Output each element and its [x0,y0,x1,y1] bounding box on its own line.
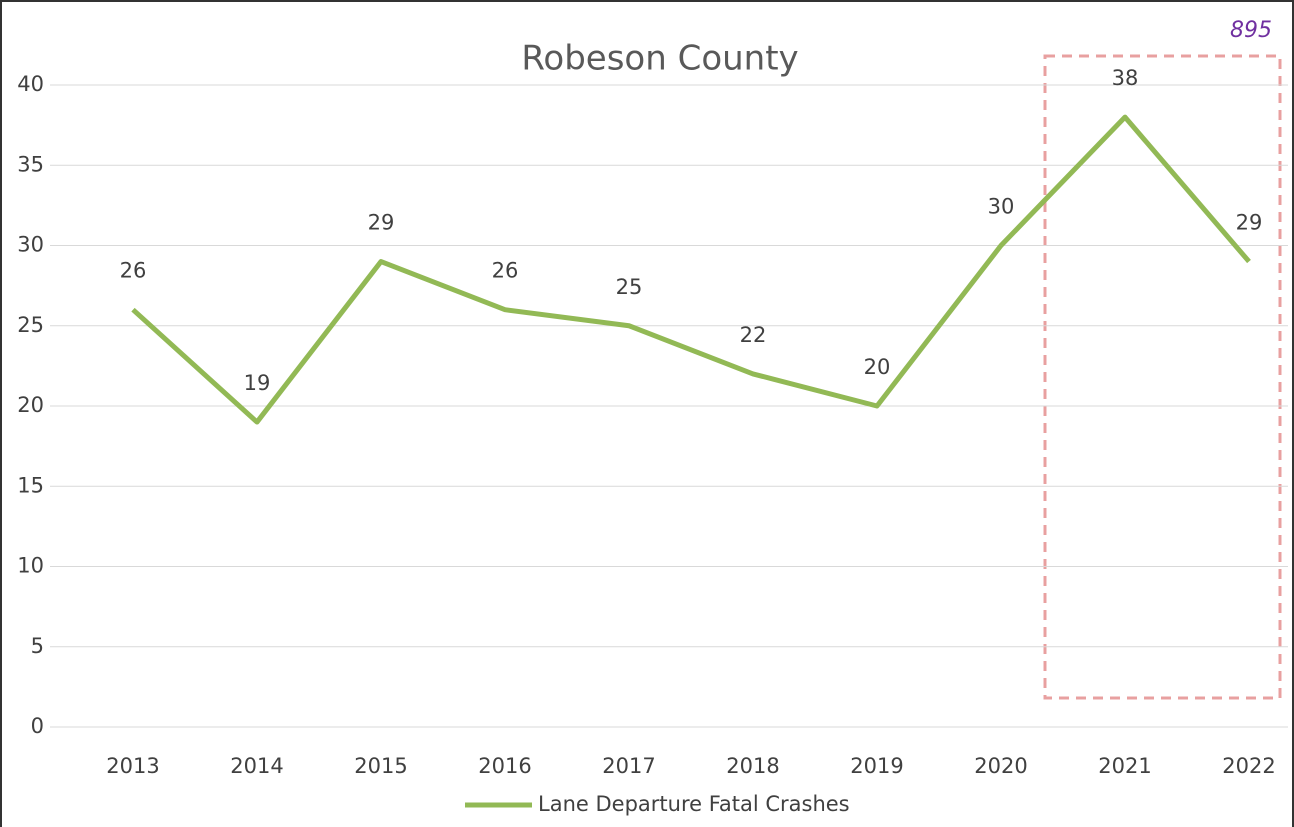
data-label: 25 [616,275,643,299]
y-tick-label: 0 [31,714,44,738]
data-label: 19 [244,371,271,395]
x-tick-label: 2019 [850,754,903,778]
data-label: 20 [864,355,891,379]
data-label: 29 [368,211,395,235]
y-tick-label: 5 [31,634,44,658]
y-tick-label: 25 [17,313,44,337]
y-tick-label: 30 [17,233,44,257]
data-label: 29 [1236,211,1263,235]
x-tick-label: 2016 [478,754,531,778]
legend-label: Lane Departure Fatal Crashes [538,792,850,816]
y-tick-label: 15 [17,473,44,497]
x-tick-label: 2020 [974,754,1027,778]
y-tick-label: 40 [17,72,44,96]
data-label: 38 [1112,66,1139,90]
x-tick-label: 2014 [230,754,283,778]
data-label: 30 [988,195,1015,219]
x-tick-label: 2022 [1222,754,1275,778]
series-line [131,114,1251,425]
x-tick-label: 2013 [106,754,159,778]
x-tick-label: 2021 [1098,754,1151,778]
data-label: 26 [120,259,147,283]
annotation: 895 [1230,18,1272,43]
y-tick-label: 35 [17,152,44,176]
x-tick-label: 2015 [354,754,407,778]
highlight-box [1043,54,1282,700]
y-tick-label: 20 [17,393,44,417]
data-label: 26 [492,259,519,283]
x-tick-label: 2017 [602,754,655,778]
chart-title: Robeson County [521,39,798,79]
x-tick-label: 2018 [726,754,779,778]
y-tick-label: 10 [17,554,44,578]
data-label: 22 [740,323,767,347]
